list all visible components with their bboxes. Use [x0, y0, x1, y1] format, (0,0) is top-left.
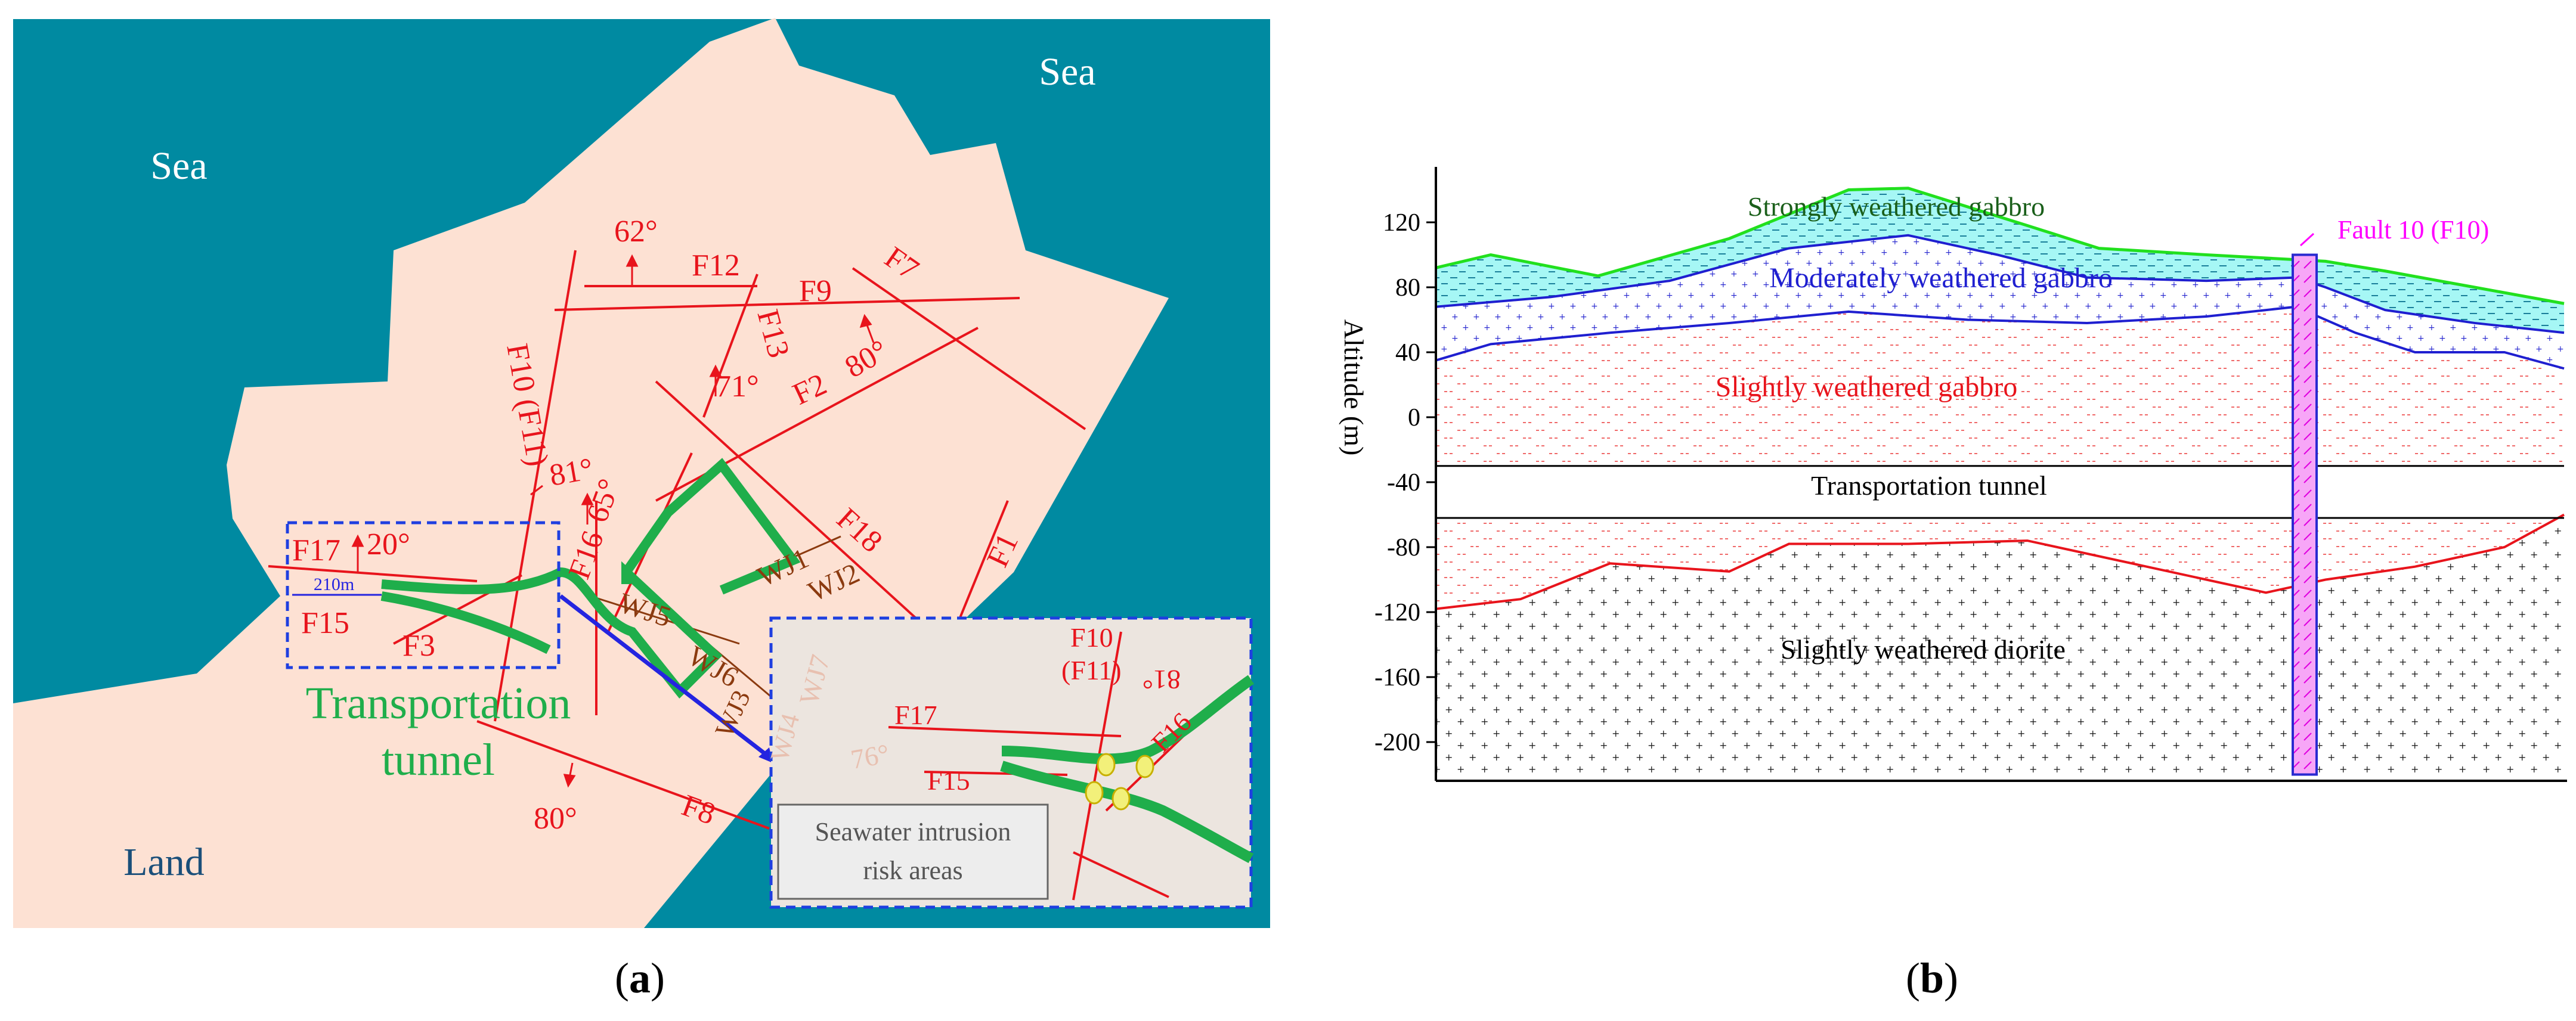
sea-label-left: Sea: [150, 144, 207, 188]
inset-angle-76: 76°: [849, 738, 891, 774]
fault-f15-label: F15: [301, 606, 349, 640]
fault-f9-line: [554, 297, 1020, 311]
fault-f13-line: [702, 274, 758, 418]
tunnel-label-line2: tunnel: [382, 735, 495, 785]
moderate-bottom-line: [1435, 305, 2565, 370]
fault-f3-label: F3: [402, 629, 435, 663]
angle-20: 20°: [367, 527, 410, 561]
land-label: Land: [123, 840, 205, 884]
fault-zone-column: [2292, 253, 2318, 776]
fault-f8-line: [476, 720, 770, 830]
land-area: [13, 18, 1169, 928]
y-tick-label: -200: [1374, 729, 1420, 756]
fault-f12-label: F12: [692, 249, 740, 283]
moderate-top-line: [1435, 234, 2565, 334]
distance-label: 210m: [314, 575, 354, 594]
inset-f15-label: F15: [927, 765, 970, 796]
tunnel-path: [381, 458, 801, 699]
risk-legend-line2: risk areas: [863, 856, 962, 885]
y-tick-label: -40: [1387, 469, 1420, 496]
surface-line: [1435, 187, 2565, 305]
inset-f17-label: F17: [894, 700, 937, 730]
risk-legend-box: [777, 803, 1049, 900]
fault-f17-line: [268, 565, 478, 582]
y-tick-label: -160: [1374, 664, 1420, 691]
label-slight: Slightly weathered gabbro: [1716, 371, 2018, 403]
section-line: [559, 594, 771, 759]
tunnel-label-line1: Transportation: [306, 678, 571, 728]
y-axis-label: Altitude (m): [1339, 319, 1369, 456]
fault-f10-line: [494, 250, 577, 722]
fault-f9-label: F9: [799, 274, 832, 308]
fault-f17-label: F17: [292, 533, 340, 567]
risk-legend-line1: Seawater intrusion: [815, 817, 1011, 846]
sea-label-right: Sea: [1039, 50, 1095, 94]
fault-f7-line: [852, 267, 1086, 430]
y-tick-label: 0: [1408, 404, 1420, 432]
label-strong: Strongly weathered gabbro: [1748, 191, 2045, 222]
angle-81: 81°: [547, 452, 596, 493]
panel-a-map: Sea Sea Land: [13, 18, 1270, 928]
y-tick-label: 120: [1383, 209, 1420, 237]
label-fault: Fault 10 (F10): [2337, 215, 2489, 244]
layer-diorite: [1436, 514, 2564, 775]
label-diorite: Slightly weathered diorite: [1781, 634, 2066, 665]
panel-b-caption: (b): [1906, 954, 1958, 1002]
layer-slight-lower: [1436, 514, 2564, 609]
inset-angle-81: 81°: [1143, 665, 1181, 695]
angle-80-bottom: 80°: [534, 802, 577, 836]
inset-f11-label: (F11): [1061, 655, 1122, 685]
layer-tunnel: [1436, 465, 2564, 518]
risk-markers: [1085, 753, 1154, 811]
y-tick-label: 80: [1395, 274, 1420, 302]
y-tick-label: -120: [1374, 599, 1420, 626]
layer-slight-upper: [1436, 306, 2564, 466]
angle-62: 62°: [614, 215, 658, 249]
inset-source-box: [286, 521, 561, 669]
y-tick-label: -80: [1387, 534, 1420, 561]
inset-zoom: WJ7 WJ4 76° F10 (F11) 81° F17 F15: [764, 616, 1255, 909]
panel-a-caption: (a): [615, 954, 665, 1002]
dip-arrows: [351, 254, 875, 788]
label-moderate: Moderately weathered gabbro: [1769, 262, 2113, 294]
diorite-top-line: [1435, 513, 2565, 610]
label-tunnel: Transportation tunnel: [1811, 470, 2047, 501]
angle-71: 71°: [716, 370, 759, 404]
y-tick-label: 40: [1395, 339, 1420, 367]
inset-f10-label: F10: [1070, 622, 1113, 653]
